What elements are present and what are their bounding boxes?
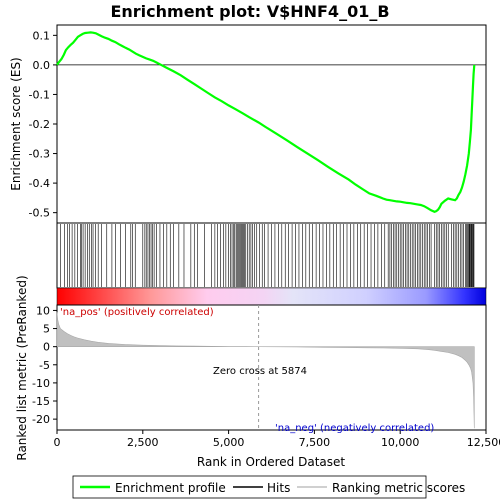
x-tick-label: 7,500 <box>299 436 331 449</box>
x-tick-label: 0 <box>54 436 61 449</box>
pos-correlated-label: 'na_pos' (positively correlated) <box>60 307 214 318</box>
es-y-tick-label: -0.3 <box>29 148 50 161</box>
metric-y-tick-label: -20 <box>32 413 50 426</box>
es-y-tick-label: -0.1 <box>29 88 50 101</box>
legend-hits-label: Hits <box>267 481 290 495</box>
metric-y-tick-label: 5 <box>43 323 50 336</box>
es-y-tick-label: 0.0 <box>33 59 51 72</box>
es-y-tick-label: -0.2 <box>29 118 50 131</box>
chart-title: Enrichment plot: V$HNF4_01_B <box>110 2 389 21</box>
legend-enrichment-label: Enrichment profile <box>115 481 226 495</box>
metric-plot-frame <box>56 304 487 431</box>
x-tick-label: 5,000 <box>213 436 245 449</box>
metric-y-ticks: 10 5 0 -5 -10 -15 -20 <box>32 304 57 426</box>
x-ticks: 0 2,500 5,000 7,500 10,000 12,500 <box>54 430 500 449</box>
metric-y-tick-label: -10 <box>32 377 50 390</box>
x-tick-label: 2,500 <box>127 436 159 449</box>
es-y-tick-label: 0.1 <box>33 29 51 42</box>
es-y-axis-label: Enrichment score (ES) <box>9 57 23 190</box>
neg-correlated-label: 'na_neg' (negatively correlated) <box>275 423 434 434</box>
x-tick-label: 12,500 <box>467 436 500 449</box>
metric-y-tick-label: -15 <box>32 395 50 408</box>
enrichment-profile-line <box>56 31 476 213</box>
es-y-tick-label: -0.5 <box>29 207 50 220</box>
es-y-tick-label: -0.4 <box>29 177 50 190</box>
ranking-metric-area <box>56 312 475 429</box>
metric-y-tick-label: -5 <box>39 359 50 372</box>
x-tick-label: 10,000 <box>381 436 420 449</box>
es-y-ticks: 0.1 0.0 -0.1 -0.2 -0.3 -0.4 -0.5 <box>29 29 57 220</box>
legend-metric-label: Ranking metric scores <box>332 481 465 495</box>
hits-marks <box>60 224 475 287</box>
x-axis-label: Rank in Ordered Dataset <box>197 455 345 469</box>
ranking-color-band <box>56 287 487 306</box>
metric-y-tick-label: 10 <box>36 304 50 317</box>
metric-y-tick-label: 0 <box>43 341 50 354</box>
metric-y-axis-label: Ranked list metric (PreRanked) <box>15 275 29 460</box>
es-plot-frame <box>56 24 487 224</box>
zero-cross-label: Zero cross at 5874 <box>213 366 307 377</box>
